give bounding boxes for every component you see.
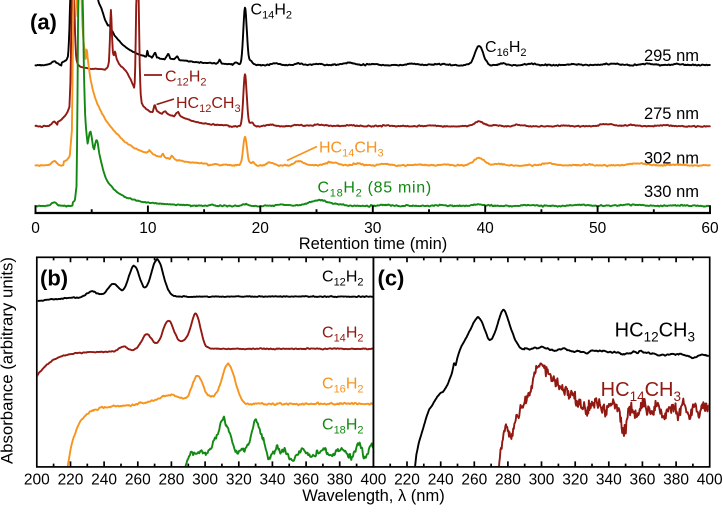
svg-text:275 nm: 275 nm <box>644 105 699 123</box>
svg-text:20: 20 <box>252 220 270 237</box>
svg-text:C16H2: C16H2 <box>322 376 364 396</box>
svg-text:(b): (b) <box>40 266 68 291</box>
svg-text:200: 200 <box>24 472 50 489</box>
svg-text:Retention time (min): Retention time (min) <box>299 235 448 253</box>
svg-text:Wavelength, λ (nm): Wavelength, λ (nm) <box>302 487 444 505</box>
svg-text:40: 40 <box>477 220 495 237</box>
svg-text:360: 360 <box>293 472 319 489</box>
svg-text:260: 260 <box>461 472 487 489</box>
svg-text:380: 380 <box>327 472 353 489</box>
svg-text:C18H2 (85 min): C18H2 (85 min) <box>318 180 432 200</box>
svg-text:Absorbance (arbitrary units): Absorbance (arbitrary units) <box>0 257 17 464</box>
svg-text:340: 340 <box>259 472 285 489</box>
svg-text:HC12CH3: HC12CH3 <box>176 95 241 115</box>
svg-text:C12H2: C12H2 <box>322 269 364 289</box>
svg-text:280: 280 <box>158 472 184 489</box>
svg-text:330 nm: 330 nm <box>644 183 699 201</box>
svg-text:400: 400 <box>697 472 723 489</box>
svg-text:0: 0 <box>31 220 40 237</box>
svg-text:240: 240 <box>91 472 117 489</box>
svg-text:220: 220 <box>394 472 420 489</box>
svg-text:340: 340 <box>596 472 622 489</box>
svg-text:240: 240 <box>428 472 454 489</box>
svg-text:300: 300 <box>529 472 555 489</box>
svg-text:30: 30 <box>364 220 382 237</box>
svg-text:360: 360 <box>629 472 655 489</box>
svg-text:295 nm: 295 nm <box>644 47 699 65</box>
svg-text:60: 60 <box>701 220 719 237</box>
svg-text:320: 320 <box>226 472 252 489</box>
svg-text:10: 10 <box>139 220 157 237</box>
svg-text:380: 380 <box>663 472 689 489</box>
svg-text:C16H2: C16H2 <box>485 39 527 59</box>
svg-text:300: 300 <box>192 472 218 489</box>
svg-text:HC12CH3: HC12CH3 <box>615 320 695 345</box>
svg-text:(a): (a) <box>30 10 57 35</box>
svg-text:C14H2: C14H2 <box>251 2 293 22</box>
svg-text:400: 400 <box>360 472 386 489</box>
svg-text:C18H2: C18H2 <box>322 417 364 437</box>
svg-text:C12H2: C12H2 <box>165 69 207 89</box>
svg-text:302 nm: 302 nm <box>644 149 699 167</box>
svg-text:260: 260 <box>125 472 151 489</box>
svg-text:220: 220 <box>58 472 84 489</box>
svg-text:(c): (c) <box>378 266 405 291</box>
svg-text:50: 50 <box>589 220 607 237</box>
svg-text:320: 320 <box>562 472 588 489</box>
svg-text:HC14CH3: HC14CH3 <box>319 140 384 160</box>
svg-text:280: 280 <box>495 472 521 489</box>
svg-text:C14H2: C14H2 <box>322 325 364 345</box>
